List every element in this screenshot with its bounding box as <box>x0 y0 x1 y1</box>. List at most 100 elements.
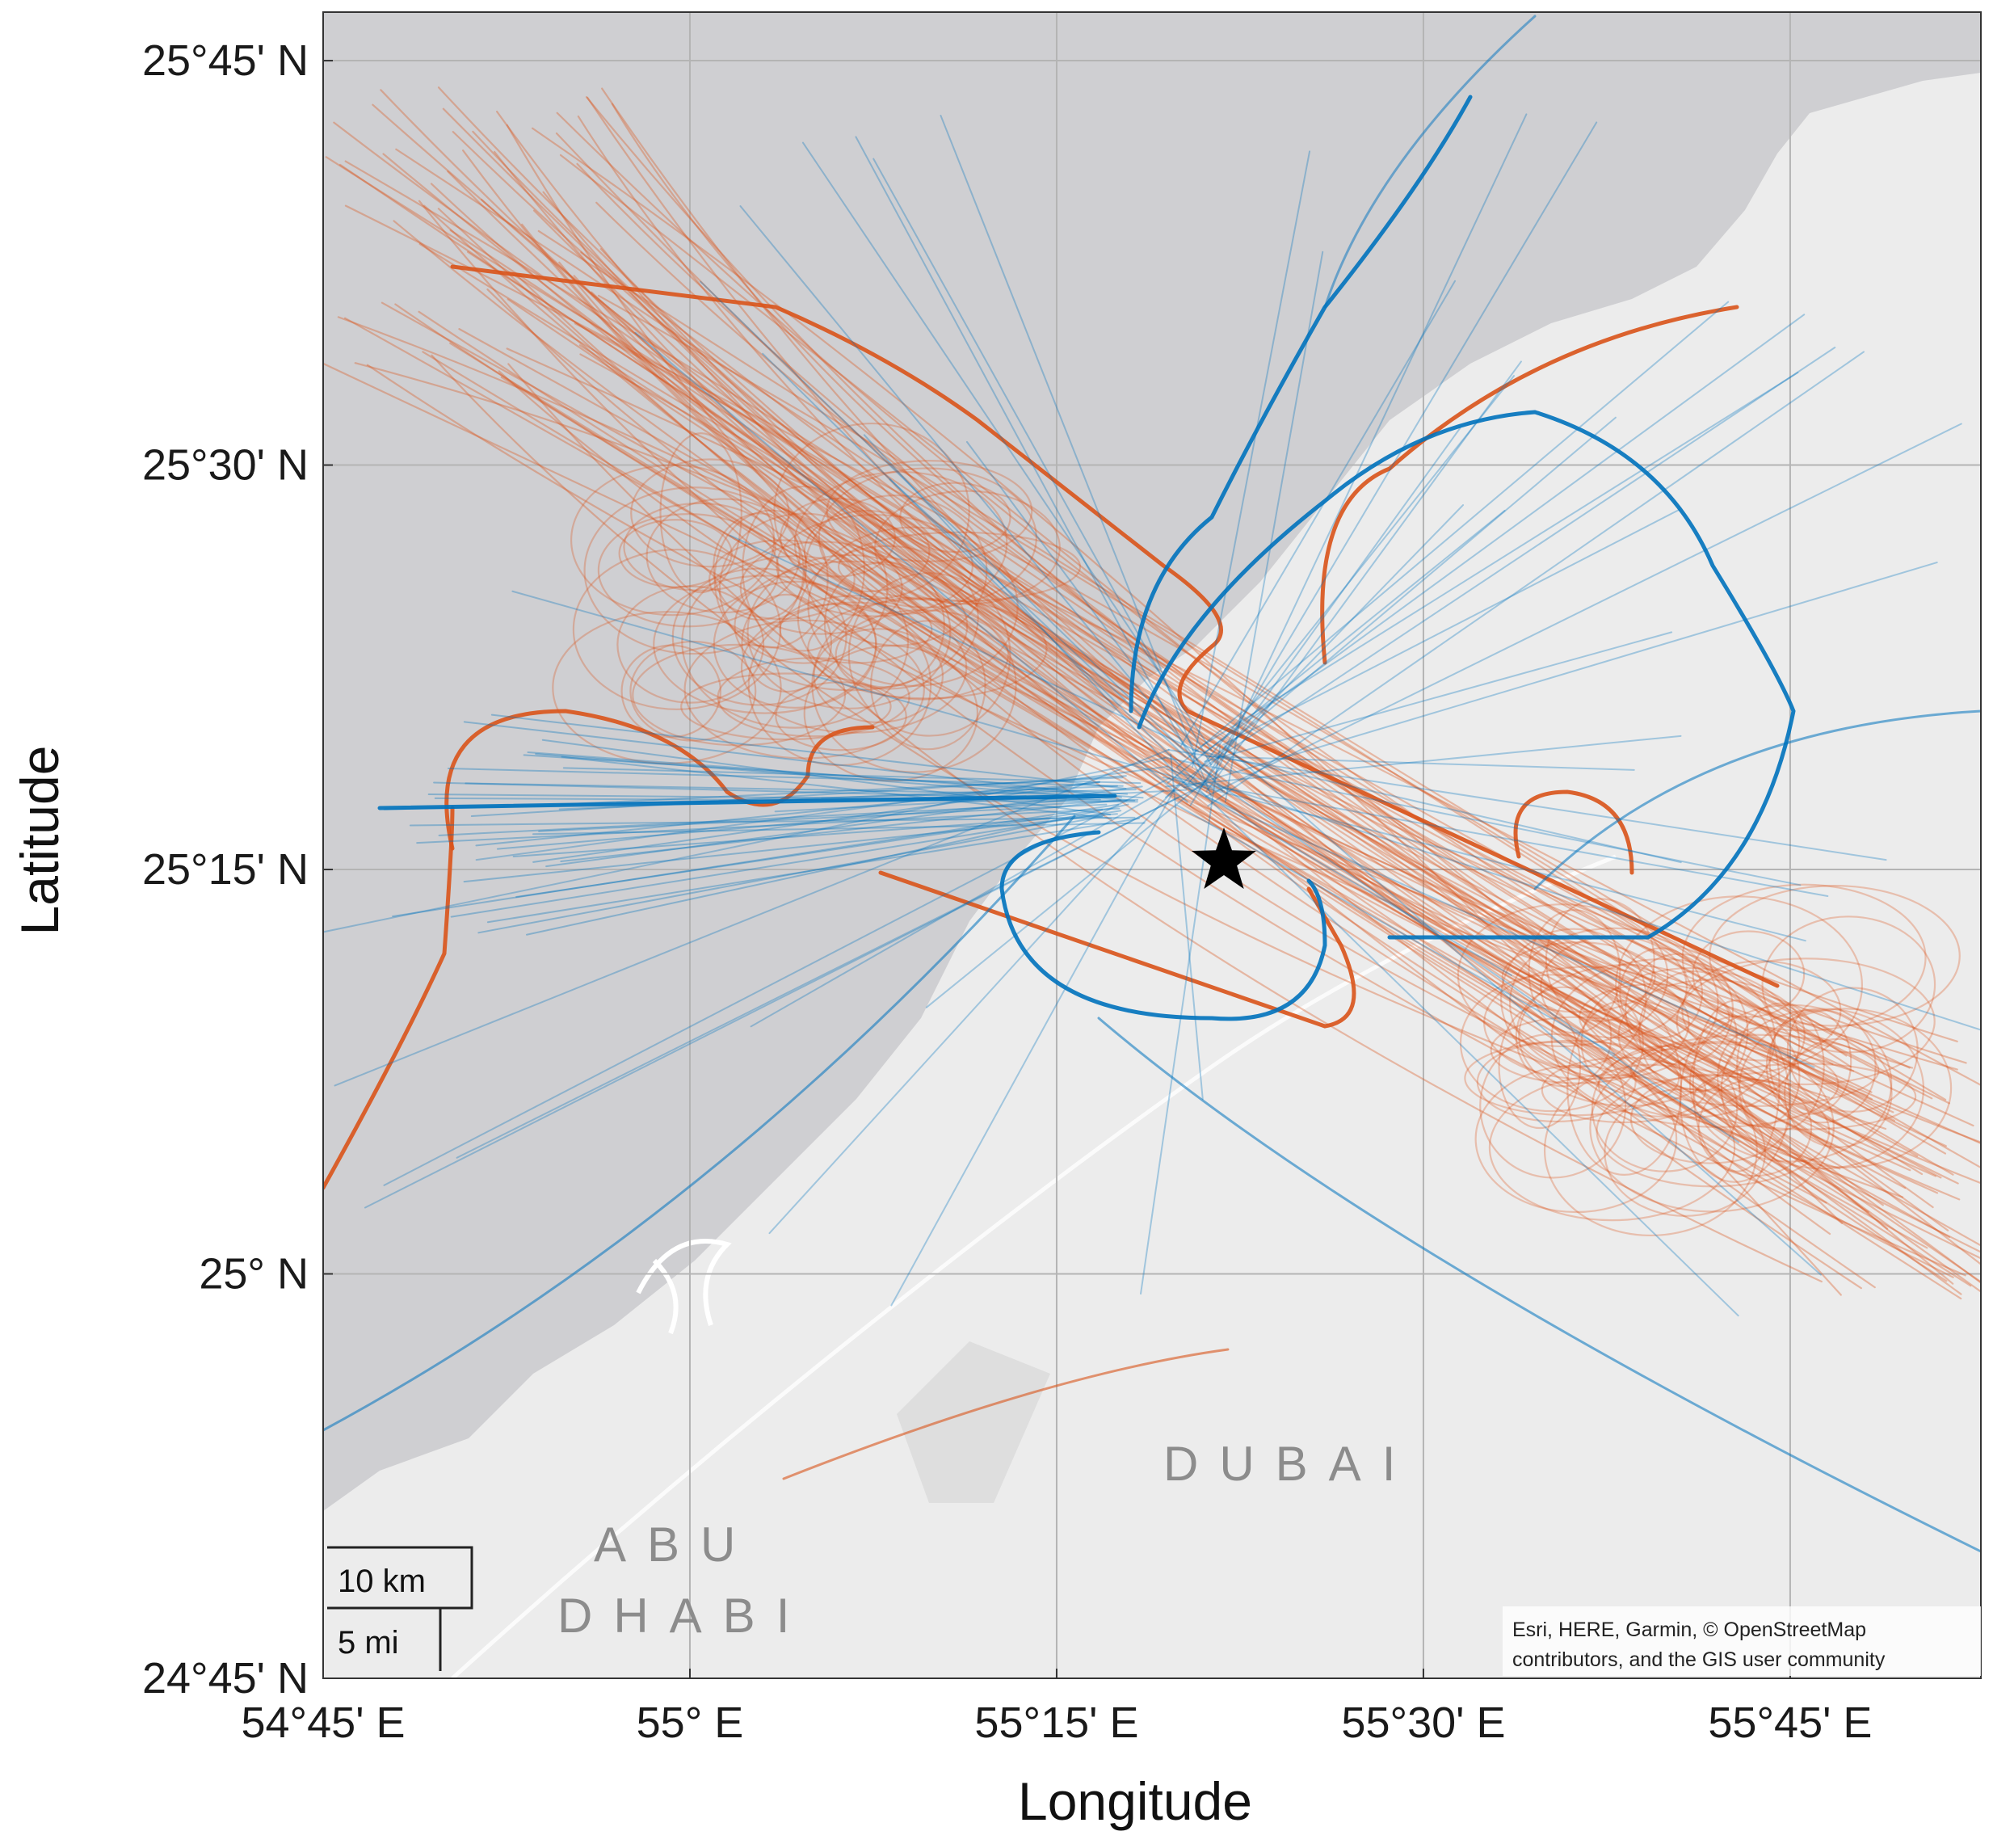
departure-track-blue <box>496 795 1116 850</box>
holding-loop-orange <box>1693 1063 1917 1130</box>
holding-loop-orange <box>1786 986 1919 1113</box>
holding-loop-orange <box>681 554 910 730</box>
holding-loop-orange <box>1681 883 1927 1032</box>
arrival-track-orange <box>393 220 1981 1143</box>
holding-loop-orange <box>1638 970 1749 1093</box>
departure-track-blue <box>475 781 1100 847</box>
departure-track-blue <box>1207 351 1865 807</box>
holding-loop-orange <box>1688 1004 1893 1164</box>
departure-track-blue <box>323 757 1166 933</box>
arrival-track-orange <box>339 163 1924 1176</box>
arrival-track-orange <box>442 107 1862 1290</box>
x-tick-label: 55°15' E <box>974 1699 1138 1747</box>
arrival-track-orange <box>506 124 1904 1198</box>
holding-loop-orange <box>659 431 742 594</box>
arrival-track-orange <box>418 310 1959 1185</box>
departure-track-blue <box>1140 746 1221 1295</box>
arrival-track-orange <box>486 288 1869 1097</box>
departure-track-blue <box>729 534 1200 753</box>
departure-track-blue <box>1201 372 1799 747</box>
route-blue <box>377 794 1117 810</box>
departure-track-blue <box>515 808 1104 898</box>
holding-loop-orange <box>713 509 829 649</box>
holding-loop-orange <box>804 494 988 647</box>
holding-loop-orange <box>632 643 847 747</box>
departure-track-blue <box>700 280 1212 777</box>
departure-track-blue <box>1174 777 1512 976</box>
route-blue <box>1137 410 1796 940</box>
arrival-track-orange <box>574 322 1954 1285</box>
holding-loop-orange <box>741 593 833 693</box>
holding-loop-orange <box>1483 965 1690 1080</box>
holding-loop-orange <box>899 482 1011 554</box>
departure-track-blue <box>559 777 1124 806</box>
holding-loop-orange <box>811 596 1017 773</box>
holding-loop-orange <box>1697 1079 1813 1177</box>
arrival-track-orange <box>381 301 1873 1101</box>
highway <box>451 854 1617 1678</box>
inland-area <box>897 1341 1050 1503</box>
departure-track-blue <box>523 754 1129 795</box>
arrival-track-orange <box>481 198 1911 1069</box>
holding-loop-orange <box>739 541 903 635</box>
departure-track-blue <box>512 813 1118 857</box>
departure-track-blue <box>447 768 1124 787</box>
holding-loop-orange <box>1617 979 1806 1092</box>
departure-track-blue <box>538 803 1108 832</box>
arrival-track-orange <box>452 131 1942 1179</box>
holding-loop-orange <box>1589 1042 1835 1213</box>
holding-loop-orange <box>583 486 805 655</box>
departure-track-blue <box>1205 423 1962 798</box>
arrival-track-orange <box>458 328 1954 1176</box>
holding-loop-orange <box>1692 1000 1781 1172</box>
arrival-track-orange <box>418 200 1966 1277</box>
arrival-track-orange <box>597 294 1852 1067</box>
departure-track-blue <box>463 721 1122 798</box>
departure-track-blue <box>739 205 1224 792</box>
y-tick-label: 25°30' N <box>142 441 309 490</box>
route-orange <box>323 806 455 1190</box>
departure-track-blue <box>1165 735 1682 788</box>
holding-loop-orange <box>747 602 932 767</box>
holding-loop-orange <box>630 458 790 568</box>
holding-loop-orange <box>1629 1033 1880 1107</box>
holding-loop-orange <box>1490 1016 1663 1084</box>
departure-track-blue <box>532 822 1146 836</box>
holding-loop-orange <box>1474 1064 1678 1214</box>
holding-loop-orange <box>803 644 979 782</box>
attribution-line-2: contributors, and the GIS user community <box>1512 1648 1886 1671</box>
holding-loop-orange <box>1476 1041 1637 1123</box>
departure-track-blue <box>545 785 1143 868</box>
holding-loop-orange <box>1543 1063 1758 1236</box>
holding-loop-orange <box>671 566 847 707</box>
arrival-track-orange <box>573 275 1936 1177</box>
holding-loop-orange <box>797 545 979 690</box>
holding-loop-orange <box>1518 963 1738 1107</box>
departure-track-blue <box>855 136 1203 779</box>
arrival-track-orange <box>537 229 1947 1101</box>
departure-track-blue <box>560 798 1122 863</box>
departure-track-blue <box>634 331 1188 803</box>
departure-track-blue <box>456 782 1208 1159</box>
departure-track-blue <box>1200 314 1806 756</box>
arrival-track-orange <box>595 201 1950 1105</box>
graticule <box>323 12 1981 1678</box>
holding-loop-orange <box>1717 1026 1801 1128</box>
arrival-track-orange <box>579 353 1981 1284</box>
departure-track-blue <box>527 751 1144 799</box>
holding-loop-orange <box>835 608 1010 701</box>
departure-track-blue <box>1205 347 1836 767</box>
holding-loop-orange <box>1761 915 1936 1054</box>
x-tick-label: 55°30' E <box>1341 1699 1505 1747</box>
arrival-track-orange <box>577 115 1876 1289</box>
holding-loop-orange <box>1498 1004 1582 1130</box>
arrival-track-orange <box>532 209 1856 1122</box>
departure-track-blue <box>541 739 1112 816</box>
departure-track-blue <box>890 790 1175 1307</box>
arrival-track-orange <box>449 342 1981 1247</box>
holding-loop-orange <box>740 601 968 735</box>
route-orange <box>444 709 875 851</box>
arrival-track-orange <box>394 303 1981 1145</box>
x-tick-label: 55° E <box>637 1699 744 1747</box>
